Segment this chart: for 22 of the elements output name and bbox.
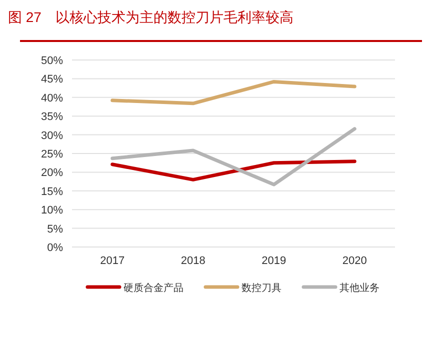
line-series bbox=[110, 80, 356, 106]
y-tick-label: 35% bbox=[40, 111, 64, 124]
chart-title: 图 27 以核心技术为主的数控刀片毛利率较高 bbox=[8, 9, 294, 25]
legend-label: 数控刀具 bbox=[242, 282, 282, 294]
y-tick-label: 25% bbox=[40, 148, 64, 160]
legend-label: 硬质合金产品 bbox=[124, 282, 184, 294]
y-tick-label: 10% bbox=[40, 204, 64, 217]
y-tick-label: 5% bbox=[47, 223, 64, 236]
x-tick-label: 2018 bbox=[180, 255, 206, 267]
y-tick-label: 40% bbox=[40, 92, 64, 104]
y-tick-label: 15% bbox=[40, 186, 64, 198]
y-tick-label: 50% bbox=[40, 55, 64, 67]
x-tick-label: 2019 bbox=[262, 255, 286, 267]
line-series bbox=[110, 160, 356, 182]
y-tick-label: 20% bbox=[40, 167, 64, 180]
x-tick-label: 2020 bbox=[342, 255, 367, 267]
line-series bbox=[110, 127, 356, 186]
x-tick-label: 2017 bbox=[100, 255, 125, 267]
y-tick-label: 0% bbox=[47, 242, 64, 254]
y-tick-label: 45% bbox=[40, 74, 64, 86]
y-tick-label: 30% bbox=[40, 130, 64, 142]
legend-label: 其他业务 bbox=[340, 282, 380, 294]
